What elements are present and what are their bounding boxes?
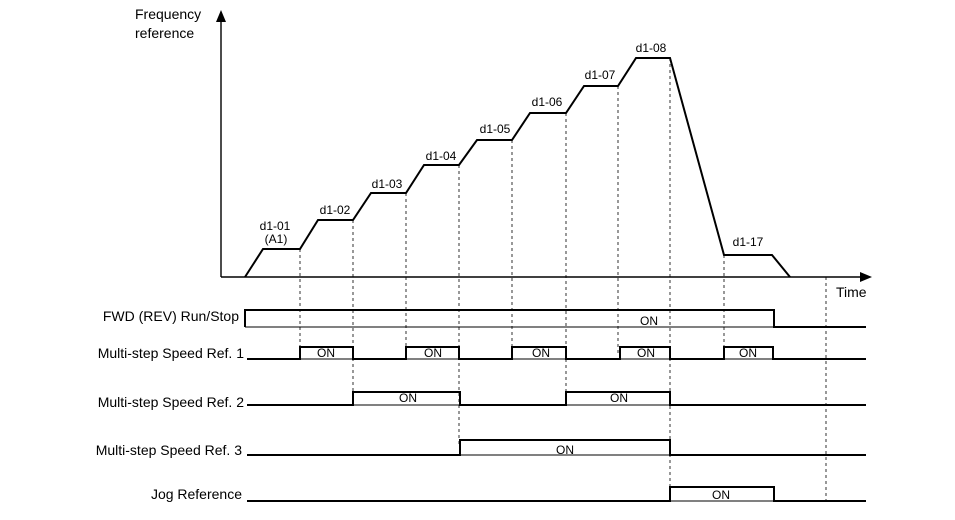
on-label-speed-ref-1: ON — [637, 346, 655, 360]
time-axis-label: Time — [836, 284, 867, 300]
jog-reference-waveform — [247, 486, 866, 502]
step-label-d1-07: d1-07 — [585, 68, 616, 82]
on-label-speed-ref-1: ON — [739, 346, 757, 360]
signal-label-run-stop: FWD (REV) Run/Stop — [103, 308, 239, 324]
step-label-d1-01: d1-01 — [260, 219, 291, 233]
timing-guides — [299, 58, 827, 500]
speed-ref-3-waveform — [247, 439, 866, 456]
on-label-speed-ref-2: ON — [610, 391, 628, 405]
frequency-axis-label-line1: Frequency — [135, 6, 201, 22]
frequency-axis-label-line2: reference — [135, 25, 194, 41]
step-label-d1-08: d1-08 — [636, 41, 667, 55]
on-label-run-stop: ON — [640, 314, 658, 328]
step-label-d1-17: d1-17 — [733, 235, 764, 249]
step-label-d1-04: d1-04 — [426, 149, 457, 163]
frequency-reference-trace — [244, 57, 791, 278]
on-label-speed-ref-1: ON — [532, 346, 550, 360]
step-label-d1-03: d1-03 — [372, 177, 403, 191]
speed-ref-2-waveform — [247, 391, 866, 406]
step-label-a1: (A1) — [265, 232, 288, 246]
frequency-axis — [216, 10, 872, 282]
signal-label-speed-ref-3: Multi-step Speed Ref. 3 — [96, 442, 243, 458]
signal-label-speed-ref-2: Multi-step Speed Ref. 2 — [98, 394, 245, 410]
signal-label-speed-ref-1: Multi-step Speed Ref. 1 — [98, 345, 245, 361]
run-stop-waveform — [244, 309, 866, 328]
speed-ref-1-waveform — [247, 346, 866, 360]
on-label-speed-ref-3: ON — [556, 443, 574, 457]
signal-label-jog-reference: Jog Reference — [151, 486, 242, 502]
on-label-jog-reference: ON — [712, 488, 730, 502]
step-label-d1-05: d1-05 — [480, 122, 511, 136]
on-label-speed-ref-1: ON — [317, 346, 335, 360]
on-label-speed-ref-2: ON — [399, 391, 417, 405]
step-label-d1-06: d1-06 — [532, 95, 563, 109]
on-label-speed-ref-1: ON — [424, 346, 442, 360]
step-label-d1-02: d1-02 — [320, 203, 351, 217]
